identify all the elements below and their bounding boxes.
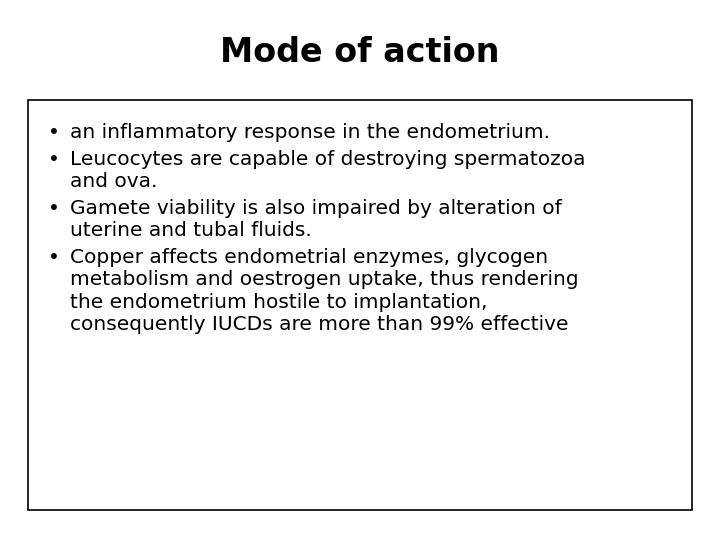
Text: Leucocytes are capable of destroying spermatozoa: Leucocytes are capable of destroying spe… xyxy=(70,150,585,168)
Text: Copper affects endometrial enzymes, glycogen: Copper affects endometrial enzymes, glyc… xyxy=(70,248,548,267)
Text: •: • xyxy=(48,150,60,168)
Text: an inflammatory response in the endometrium.: an inflammatory response in the endometr… xyxy=(70,123,550,142)
Text: Mode of action: Mode of action xyxy=(220,36,500,69)
Text: the endometrium hostile to implantation,: the endometrium hostile to implantation, xyxy=(70,293,487,312)
Text: •: • xyxy=(48,248,60,267)
Text: •: • xyxy=(48,199,60,218)
Text: consequently IUCDs are more than 99% effective: consequently IUCDs are more than 99% eff… xyxy=(70,315,569,334)
Text: metabolism and oestrogen uptake, thus rendering: metabolism and oestrogen uptake, thus re… xyxy=(70,270,579,289)
Text: •: • xyxy=(48,123,60,142)
Text: Gamete viability is also impaired by alteration of: Gamete viability is also impaired by alt… xyxy=(70,199,562,218)
Text: uterine and tubal fluids.: uterine and tubal fluids. xyxy=(70,221,312,240)
Bar xyxy=(28,100,692,510)
Text: and ova.: and ova. xyxy=(70,172,158,191)
